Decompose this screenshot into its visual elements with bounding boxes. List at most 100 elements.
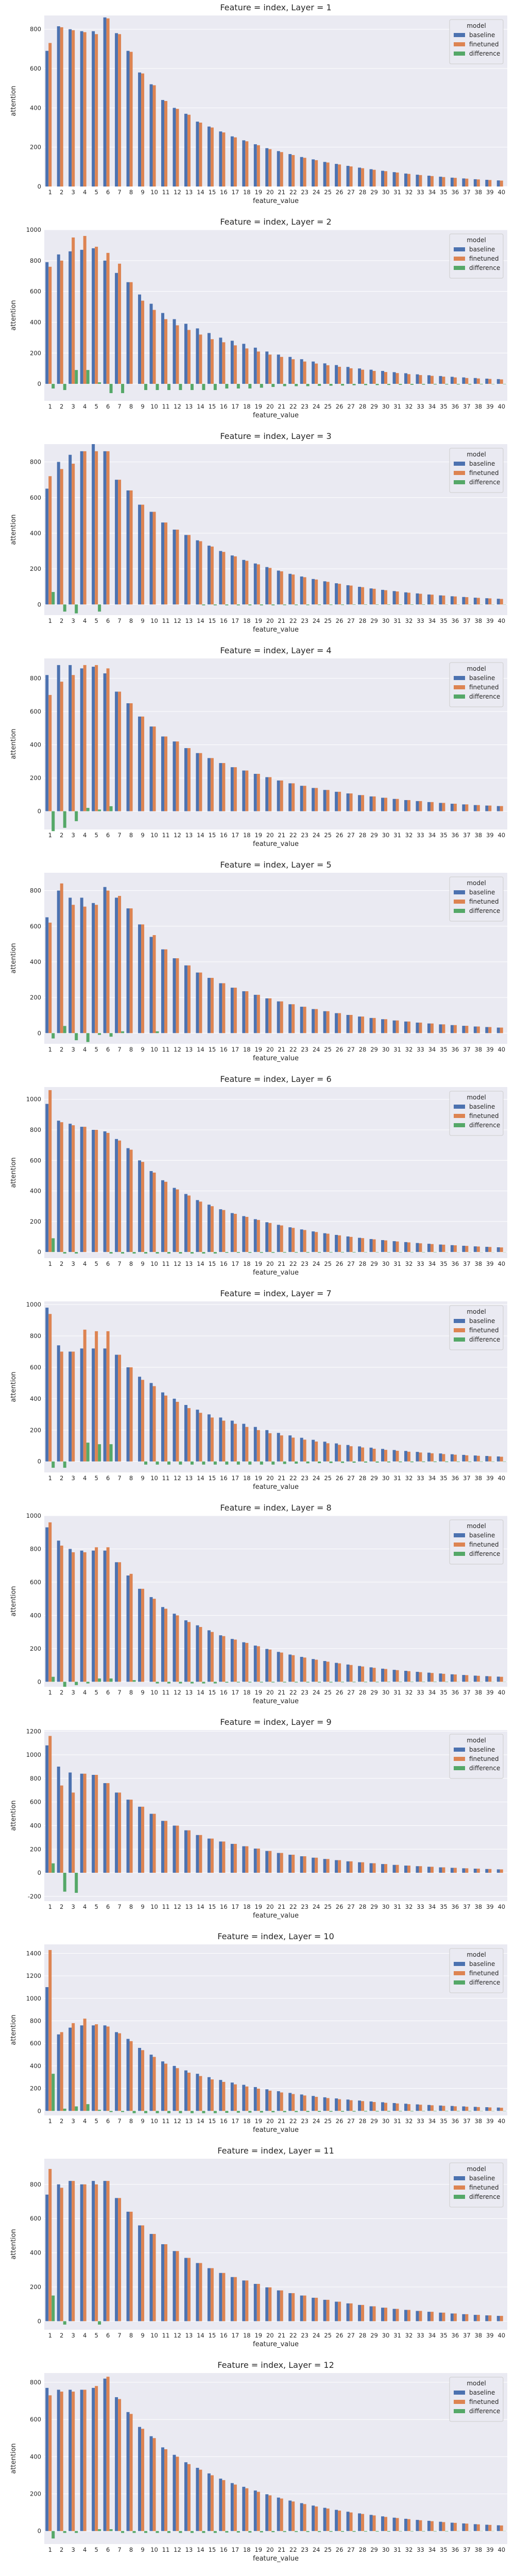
- bar-difference-27: [352, 1461, 356, 1463]
- bar-difference-6: [109, 384, 113, 394]
- bar-difference-11: [167, 2111, 170, 2113]
- bar-finetuned-2: [60, 260, 63, 384]
- bar-baseline-15: [207, 1630, 211, 1682]
- bar-finetuned-38: [476, 1026, 480, 1033]
- y-tick-label: 800: [30, 1332, 41, 1340]
- bar-difference-2: [63, 811, 66, 828]
- bar-baseline-17: [230, 1420, 234, 1462]
- x-tick-label: 15: [209, 2117, 216, 2125]
- x-tick-label: 27: [347, 1046, 355, 1053]
- bar-baseline-39: [485, 1456, 489, 1462]
- x-tick-label: 6: [106, 2117, 110, 2125]
- bar-difference-13: [190, 384, 194, 391]
- bar-baseline-21: [277, 1225, 280, 1252]
- bar-finetuned-24: [315, 2297, 318, 2321]
- bar-finetuned-26: [338, 2511, 341, 2531]
- bar-finetuned-19: [256, 774, 260, 811]
- x-tick-label: 16: [220, 832, 228, 839]
- bar-difference-3: [75, 370, 78, 384]
- x-tick-label: 35: [440, 617, 448, 624]
- x-tick-label: 11: [162, 1689, 170, 1696]
- bar-finetuned-38: [476, 378, 480, 384]
- bar-finetuned-39: [488, 180, 492, 187]
- bar-difference-13: [190, 1461, 194, 1465]
- x-tick-label: 31: [393, 2546, 401, 2553]
- bar-baseline-29: [369, 1447, 373, 1462]
- x-tick-label: 15: [209, 617, 216, 624]
- bar-baseline-24: [312, 1231, 315, 1252]
- x-tick-label: 24: [313, 1046, 320, 1053]
- bar-finetuned-9: [141, 1588, 145, 1682]
- bar-finetuned-15: [210, 546, 214, 605]
- bar-baseline-15: [207, 2473, 211, 2531]
- bar-baseline-28: [358, 1238, 362, 1252]
- chart-panel-layer-1: Feature = index, Layer = 102004006008001…: [10, 3, 507, 205]
- x-tick-label: 35: [440, 189, 448, 196]
- bar-difference-23: [306, 1461, 310, 1464]
- x-tick-label: 17: [232, 403, 239, 410]
- bar-finetuned-5: [95, 665, 98, 811]
- bar-finetuned-2: [60, 2032, 63, 2111]
- x-tick-label: 16: [220, 2117, 228, 2125]
- x-tick-label: 34: [428, 617, 436, 624]
- x-tick-label: 29: [370, 617, 378, 624]
- bar-baseline-8: [126, 2039, 130, 2111]
- bar-baseline-10: [149, 1171, 153, 1252]
- bar-finetuned-2: [60, 1122, 63, 1252]
- bar-difference-15: [213, 2111, 217, 2113]
- bar-baseline-3: [68, 1772, 72, 1873]
- bar-finetuned-5: [95, 905, 98, 1033]
- x-tick-label: 26: [336, 2546, 344, 2553]
- bar-difference-1: [52, 384, 55, 389]
- x-tick-label: 9: [141, 1260, 144, 1267]
- bar-baseline-31: [392, 1670, 396, 1682]
- bar-baseline-7: [115, 273, 118, 384]
- bar-difference-7: [121, 2111, 125, 2112]
- bar-finetuned-29: [372, 1863, 376, 1873]
- x-tick-label: 11: [162, 2546, 170, 2553]
- bar-difference-22: [295, 384, 298, 386]
- bar-finetuned-40: [500, 1676, 503, 1682]
- x-tick-label: 12: [174, 832, 181, 839]
- bar-baseline-6: [103, 1550, 107, 1682]
- y-tick-label: 600: [30, 923, 41, 930]
- bar-finetuned-31: [396, 1020, 399, 1033]
- bar-finetuned-13: [187, 330, 191, 384]
- x-tick-label: 20: [266, 832, 274, 839]
- x-tick-label: 40: [497, 617, 505, 624]
- x-tick-label: 13: [185, 189, 193, 196]
- y-tick-label: 400: [30, 1822, 41, 1829]
- x-tick-label: 30: [382, 1475, 390, 1482]
- bar-baseline-1: [45, 2387, 49, 2531]
- bar-baseline-29: [369, 1667, 373, 1682]
- bar-difference-7: [121, 1031, 125, 1033]
- y-tick-label: 200: [30, 994, 41, 1001]
- bar-baseline-28: [358, 368, 362, 384]
- x-tick-label: 11: [162, 403, 170, 410]
- bar-finetuned-16: [222, 1636, 226, 1682]
- x-tick-label: 36: [452, 1903, 459, 1910]
- x-tick-label: 23: [301, 189, 308, 196]
- bar-baseline-28: [358, 167, 362, 187]
- x-tick-label: 3: [72, 2332, 75, 2339]
- x-tick-label: 21: [278, 403, 285, 410]
- x-tick-label: 3: [72, 189, 75, 196]
- bar-finetuned-15: [210, 2079, 214, 2111]
- x-tick-label: 4: [83, 2117, 87, 2125]
- bar-finetuned-23: [303, 2095, 306, 2111]
- bar-difference-30: [387, 384, 391, 385]
- bar-baseline-22: [288, 357, 292, 384]
- bar-finetuned-5: [95, 34, 98, 187]
- y-tick-label: 800: [30, 257, 41, 264]
- bar-finetuned-13: [187, 2464, 191, 2531]
- x-tick-label: 38: [474, 189, 482, 196]
- x-tick-label: 15: [209, 1689, 216, 1696]
- bar-baseline-39: [485, 2524, 489, 2531]
- x-tick-label: 9: [141, 617, 144, 624]
- bar-baseline-15: [207, 758, 211, 811]
- bar-finetuned-29: [372, 370, 376, 384]
- x-tick-label: 37: [463, 1689, 471, 1696]
- bar-finetuned-8: [129, 2211, 133, 2321]
- bar-baseline-26: [335, 164, 338, 187]
- bar-baseline-15: [207, 978, 211, 1033]
